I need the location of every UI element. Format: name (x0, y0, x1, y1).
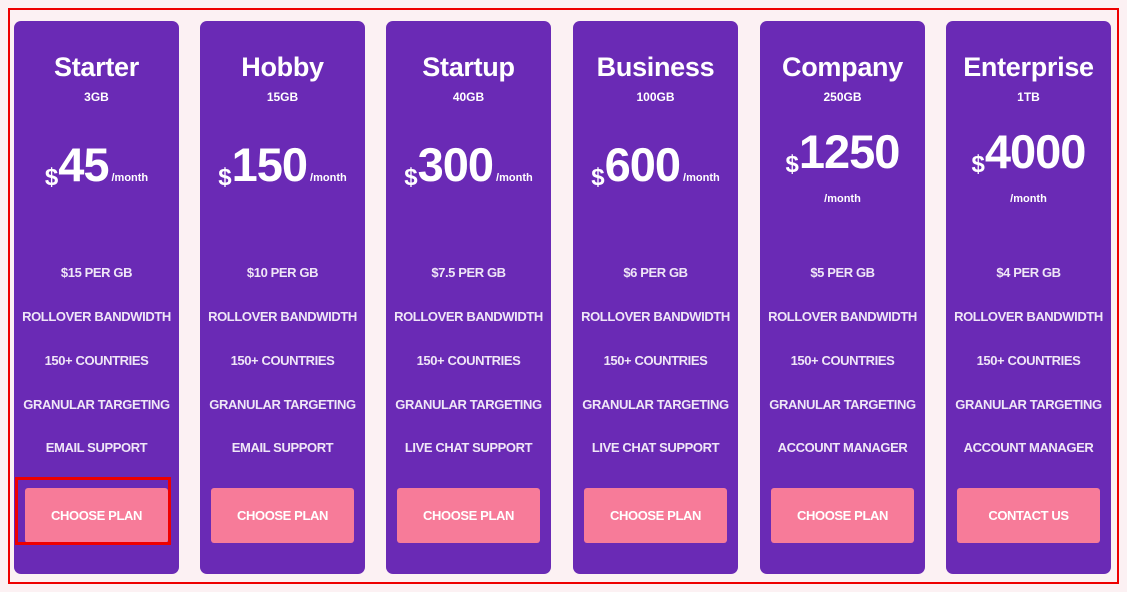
plan-price: $45/month (14, 138, 179, 192)
plan-name: Starter (54, 52, 139, 82)
price-period: /month (310, 172, 347, 184)
plan-card-enterprise: Enterprise 1TB $4000/month $4 PER GB ROLL… (946, 21, 1111, 574)
plan-feature: $5 PER GB (810, 265, 875, 280)
plan-storage: 40GB (452, 90, 485, 104)
plan-feature: ROLLOVER BANDWIDTH (208, 309, 357, 324)
plan-storage: 15GB (266, 90, 299, 104)
plan-card-hobby: Hobby 15GB $150/month $10 PER GB ROLLOVER… (200, 21, 365, 574)
price-period: /month (111, 172, 149, 184)
plan-feature: $15 PER GB (60, 265, 133, 280)
plan-feature: GRANULAR TARGETING (395, 397, 542, 412)
plan-feature: GRANULAR TARGETING (23, 397, 170, 412)
price-amount: 300 (417, 138, 494, 191)
choose-plan-button[interactable]: CHOOSE PLAN (211, 488, 354, 543)
plan-price: $300/month (386, 138, 551, 192)
price-amount: 45 (58, 138, 109, 191)
currency-symbol: $ (404, 164, 418, 191)
plan-feature: LIVE CHAT SUPPORT (404, 440, 533, 455)
plan-feature: ACCOUNT MANAGER (963, 440, 1094, 455)
plan-feature: ROLLOVER BANDWIDTH (22, 309, 171, 324)
plan-storage: 250GB (823, 90, 862, 104)
plan-card-company: Company 250GB $1250/month $5 PER GB ROLLO… (760, 21, 925, 574)
plan-feature: 150+ COUNTRIES (230, 353, 335, 368)
price-period: /month (496, 172, 533, 184)
price-amount: 4000 (984, 125, 1087, 178)
plan-feature: $6 PER GB (623, 265, 688, 280)
plan-name: Business (596, 52, 715, 82)
plan-feature: $4 PER GB (996, 265, 1061, 280)
plan-feature: GRANULAR TARGETING (955, 397, 1102, 412)
plan-name: Startup (422, 52, 515, 82)
contact-us-button[interactable]: CONTACT US (957, 488, 1100, 543)
choose-plan-button[interactable]: CHOOSE PLAN (397, 488, 540, 543)
plan-feature: $10 PER GB (246, 265, 319, 280)
price-period: /month (824, 193, 861, 205)
choose-plan-button[interactable]: CHOOSE PLAN (771, 488, 914, 543)
selection-frame (8, 8, 1119, 584)
plan-name: Company (782, 52, 903, 82)
price-amount: 150 (231, 138, 308, 191)
plan-card-startup: Startup 40GB $300/month $7.5 PER GB ROLLO… (386, 21, 551, 574)
currency-symbol: $ (971, 151, 985, 178)
plan-storage: 3GB (84, 90, 109, 104)
highlight-box (15, 477, 171, 545)
price-period: /month (1010, 193, 1047, 205)
plan-card-starter: Starter 3GB $45/month $15 PER GB ROLLOVER… (14, 21, 179, 574)
plan-feature: 150+ COUNTRIES (44, 353, 149, 368)
plan-feature: LIVE CHAT SUPPORT (591, 440, 720, 455)
plan-price: $150/month (200, 138, 365, 192)
price-amount: 1250 (798, 125, 901, 178)
plan-feature: GRANULAR TARGETING (209, 397, 356, 412)
plan-price: $4000/month (946, 125, 1111, 206)
plan-feature: $7.5 PER GB (431, 265, 506, 280)
price-period: /month (683, 172, 720, 184)
plan-feature: 150+ COUNTRIES (976, 353, 1081, 368)
plan-feature: GRANULAR TARGETING (769, 397, 916, 412)
plan-feature: 150+ COUNTRIES (790, 353, 895, 368)
plan-feature: 150+ COUNTRIES (603, 353, 708, 368)
plan-feature: ROLLOVER BANDWIDTH (394, 309, 543, 324)
plan-feature: ROLLOVER BANDWIDTH (768, 309, 917, 324)
plan-feature: 150+ COUNTRIES (416, 353, 521, 368)
plan-feature: EMAIL SUPPORT (45, 440, 148, 455)
currency-symbol: $ (218, 164, 232, 191)
choose-plan-button[interactable]: CHOOSE PLAN (584, 488, 727, 543)
currency-symbol: $ (591, 164, 605, 191)
currency-symbol: $ (785, 151, 799, 178)
plan-name: Enterprise (963, 52, 1094, 82)
price-amount: 600 (604, 138, 681, 191)
plan-feature: ROLLOVER BANDWIDTH (581, 309, 730, 324)
plan-storage: 1TB (1017, 90, 1040, 104)
plan-feature: ROLLOVER BANDWIDTH (954, 309, 1103, 324)
currency-symbol: $ (44, 164, 59, 191)
plan-storage: 100GB (636, 90, 675, 104)
plan-card-business: Business 100GB $600/month $6 PER GB ROLLO… (573, 21, 738, 574)
plan-name: Hobby (241, 52, 324, 82)
plan-feature: EMAIL SUPPORT (231, 440, 334, 455)
plan-feature: ACCOUNT MANAGER (777, 440, 908, 455)
plan-price: $600/month (573, 138, 738, 192)
choose-plan-button[interactable]: CHOOSE PLAN (25, 488, 168, 543)
plan-price: $1250/month (760, 125, 925, 206)
plan-feature: GRANULAR TARGETING (582, 397, 729, 412)
